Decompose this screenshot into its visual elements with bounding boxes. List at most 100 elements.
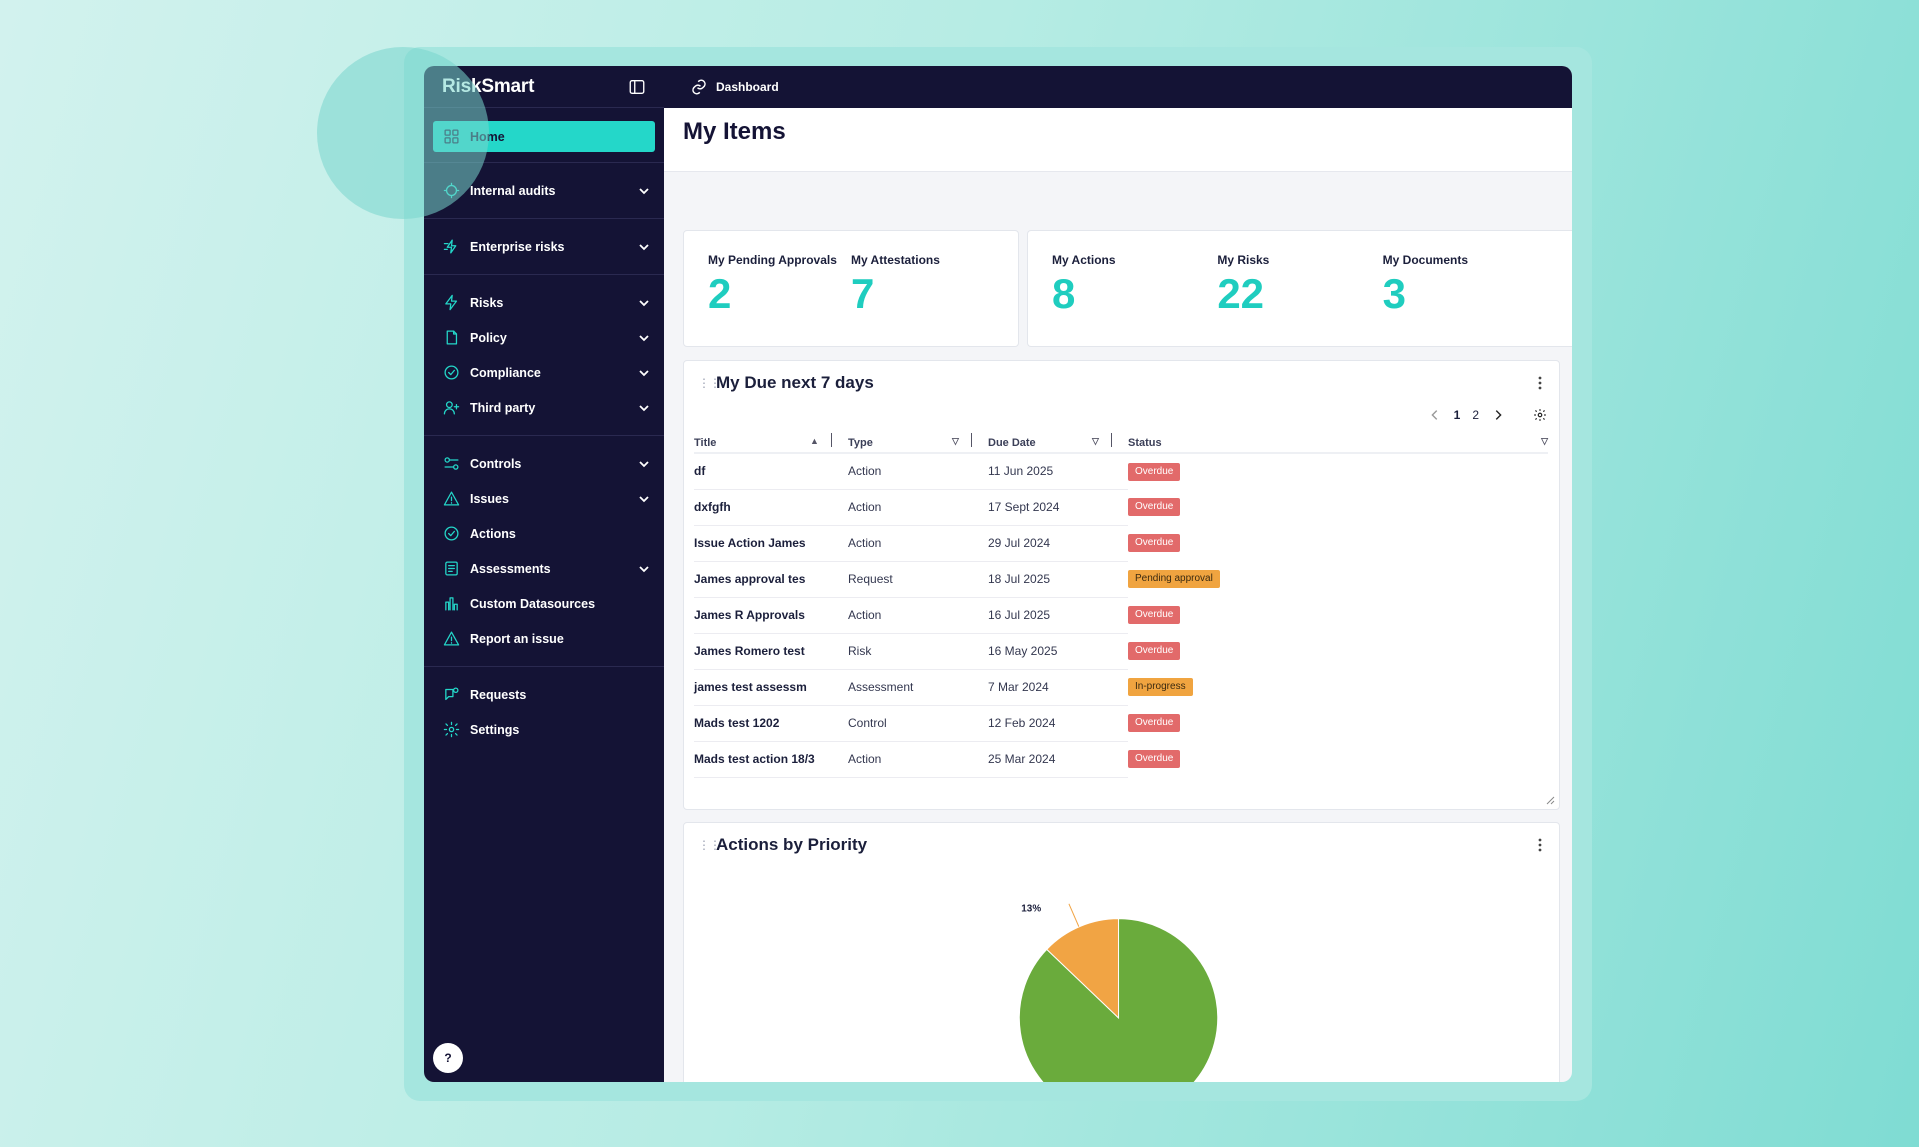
sidebar-item-label: Home	[470, 129, 505, 144]
sidebar-item-compliance[interactable]: Compliance	[424, 355, 664, 390]
status-badge: Overdue	[1128, 606, 1181, 624]
col-due-date[interactable]: Due Date ▽	[988, 433, 1128, 454]
table-row[interactable]: Mads test action 18/3 Action 25 Mar 2024 Ov…	[694, 741, 1548, 778]
stat-actions[interactable]: My Actions 8	[1052, 253, 1217, 324]
table-row[interactable]: James Romero test Risk 16 May 2025 Overdue	[694, 633, 1548, 670]
prev-page-icon[interactable]	[1428, 408, 1442, 422]
table-settings-icon[interactable]	[1533, 408, 1547, 422]
filter-icon[interactable]: ▽	[1092, 436, 1099, 446]
stat-pending-approvals[interactable]: My Pending Approvals 2	[708, 253, 851, 324]
page-2[interactable]: 2	[1472, 408, 1479, 422]
pie-slice-1[interactable]	[1046, 918, 1120, 1020]
stat-label: My Pending Approvals	[708, 253, 837, 267]
stat-label: My Actions	[1052, 253, 1116, 267]
table-row[interactable]: dxfgfh Action 17 Sept 2024 Overdue	[694, 489, 1548, 526]
filter-icon[interactable]: ▽	[1541, 436, 1548, 446]
chevron-down-icon[interactable]	[636, 400, 652, 416]
sidebar-item-home[interactable]: Home	[433, 121, 655, 152]
drag-handle-icon[interactable]: ⋮⋮	[698, 376, 721, 390]
cell-title[interactable]: James R Approvals	[694, 597, 848, 634]
cell-type: Action	[848, 597, 988, 634]
sidebar-item-label: Third party	[470, 400, 536, 415]
sidebar-item-custom-datasources[interactable]: Custom Datasources	[424, 586, 664, 621]
sidebar-item-settings[interactable]: Settings	[424, 712, 664, 747]
sidebar-item-issues[interactable]: Issues	[424, 481, 664, 516]
sidebar-item-third-party[interactable]: Third party	[424, 390, 664, 425]
stat-documents[interactable]: My Documents 3	[1383, 253, 1548, 324]
main-content: My Items My Pending Approvals 2 My Attes…	[664, 108, 1572, 1082]
sidebar-item-report-an-issue[interactable]: Report an issue	[424, 621, 664, 656]
col-title[interactable]: Title ▲	[694, 433, 848, 454]
table-row[interactable]: Mads test 1202 Control 12 Feb 2024 Overdue	[694, 705, 1548, 742]
sidebar-item-assessments[interactable]: Assessments	[424, 551, 664, 586]
chevron-down-icon[interactable]	[636, 561, 652, 577]
stat-attestations[interactable]: My Attestations 7	[851, 253, 994, 324]
cell-title[interactable]: james test assessm	[694, 669, 848, 706]
chevron-down-icon[interactable]	[636, 295, 652, 311]
panel-title: Actions by Priority	[716, 835, 868, 854]
table-row[interactable]: james test assessm Assessment 7 Mar 2024 In…	[694, 669, 1548, 706]
sidebar-item-controls[interactable]: Controls	[424, 446, 664, 481]
chevron-down-icon[interactable]	[636, 330, 652, 346]
next-page-icon[interactable]	[1491, 408, 1505, 422]
status-badge: Overdue	[1128, 642, 1181, 660]
sidebar-item-label: Settings	[470, 722, 520, 737]
sort-asc-icon[interactable]: ▲	[810, 436, 819, 446]
cell-title[interactable]: James approval tes	[694, 561, 848, 598]
sidebar-toggle-icon[interactable]	[628, 78, 646, 96]
audit-icon	[442, 182, 460, 200]
pagination: 1 2	[1428, 408, 1547, 422]
sidebar-item-label: Assessments	[470, 561, 551, 576]
cell-title[interactable]: df	[694, 453, 848, 490]
cell-title[interactable]: James Romero test	[694, 633, 848, 670]
stat-risks[interactable]: My Risks 22	[1217, 253, 1382, 324]
enterprise-risk-icon	[442, 238, 460, 256]
request-icon	[442, 686, 460, 704]
more-options-icon[interactable]	[1533, 375, 1547, 391]
table-row[interactable]: James approval tes Request 18 Jul 2025 Pend…	[694, 561, 1548, 598]
drag-handle-icon[interactable]: ⋮⋮	[698, 838, 721, 852]
sidebar-item-policy[interactable]: Policy	[424, 320, 664, 355]
stat-label: My Documents	[1382, 253, 1469, 267]
sidebar-item-label: Controls	[470, 456, 522, 471]
table-row[interactable]: James R Approvals Action 16 Jul 2025 Overdu…	[694, 597, 1548, 634]
sidebar-item-internal-audits[interactable]: Internal audits	[424, 173, 664, 208]
cell-title[interactable]: Mads test 1202	[694, 705, 848, 742]
resize-handle-icon[interactable]	[1545, 795, 1555, 805]
cell-type: Action	[848, 741, 988, 778]
help-button[interactable]: ?	[433, 1043, 463, 1073]
page-1[interactable]: 1	[1453, 408, 1461, 422]
status-badge: Pending approval	[1128, 570, 1220, 588]
sidebar-item-requests[interactable]: Requests	[424, 677, 664, 712]
cell-due-date: 7 Mar 2024	[988, 669, 1128, 706]
cell-due-date: 16 Jul 2025	[988, 597, 1128, 634]
filter-icon[interactable]: ▽	[952, 436, 959, 446]
sidebar-item-label: Compliance	[470, 365, 541, 380]
col-type[interactable]: Type ▽	[848, 433, 988, 454]
sidebar-item-enterprise-risks[interactable]: Enterprise risks	[424, 229, 664, 264]
nav-divider	[424, 218, 664, 219]
cell-title[interactable]: Issue Action James	[694, 525, 848, 562]
assessment-icon	[442, 560, 460, 578]
more-options-icon[interactable]	[1533, 837, 1547, 853]
brand-bar: RiskSmart	[424, 66, 664, 108]
chevron-down-icon[interactable]	[636, 456, 652, 472]
status-badge: In-progress	[1128, 678, 1193, 696]
cell-title[interactable]: Mads test action 18/3	[694, 741, 848, 778]
breadcrumb[interactable]: Dashboard	[716, 80, 779, 94]
sidebar-item-actions[interactable]: Actions	[424, 516, 664, 551]
cell-type: Control	[848, 705, 988, 742]
sidebar-item-risks[interactable]: Risks	[424, 285, 664, 320]
logo-prefix: Risk	[442, 75, 482, 97]
chevron-down-icon[interactable]	[636, 365, 652, 381]
stat-value: 2	[708, 270, 732, 317]
chevron-down-icon[interactable]	[636, 239, 652, 255]
stat-label: My Attestations	[851, 253, 940, 267]
chevron-down-icon[interactable]	[636, 491, 652, 507]
cell-title[interactable]: dxfgfh	[694, 489, 848, 526]
table-row[interactable]: df Action 11 Jun 2025 Overdue	[694, 453, 1548, 490]
sidebar-item-label: Policy	[470, 330, 507, 345]
chevron-down-icon[interactable]	[636, 183, 652, 199]
table-row[interactable]: Issue Action James Action 29 Jul 2024 Overd…	[694, 525, 1548, 562]
col-status[interactable]: Status ▽	[1128, 433, 1548, 454]
